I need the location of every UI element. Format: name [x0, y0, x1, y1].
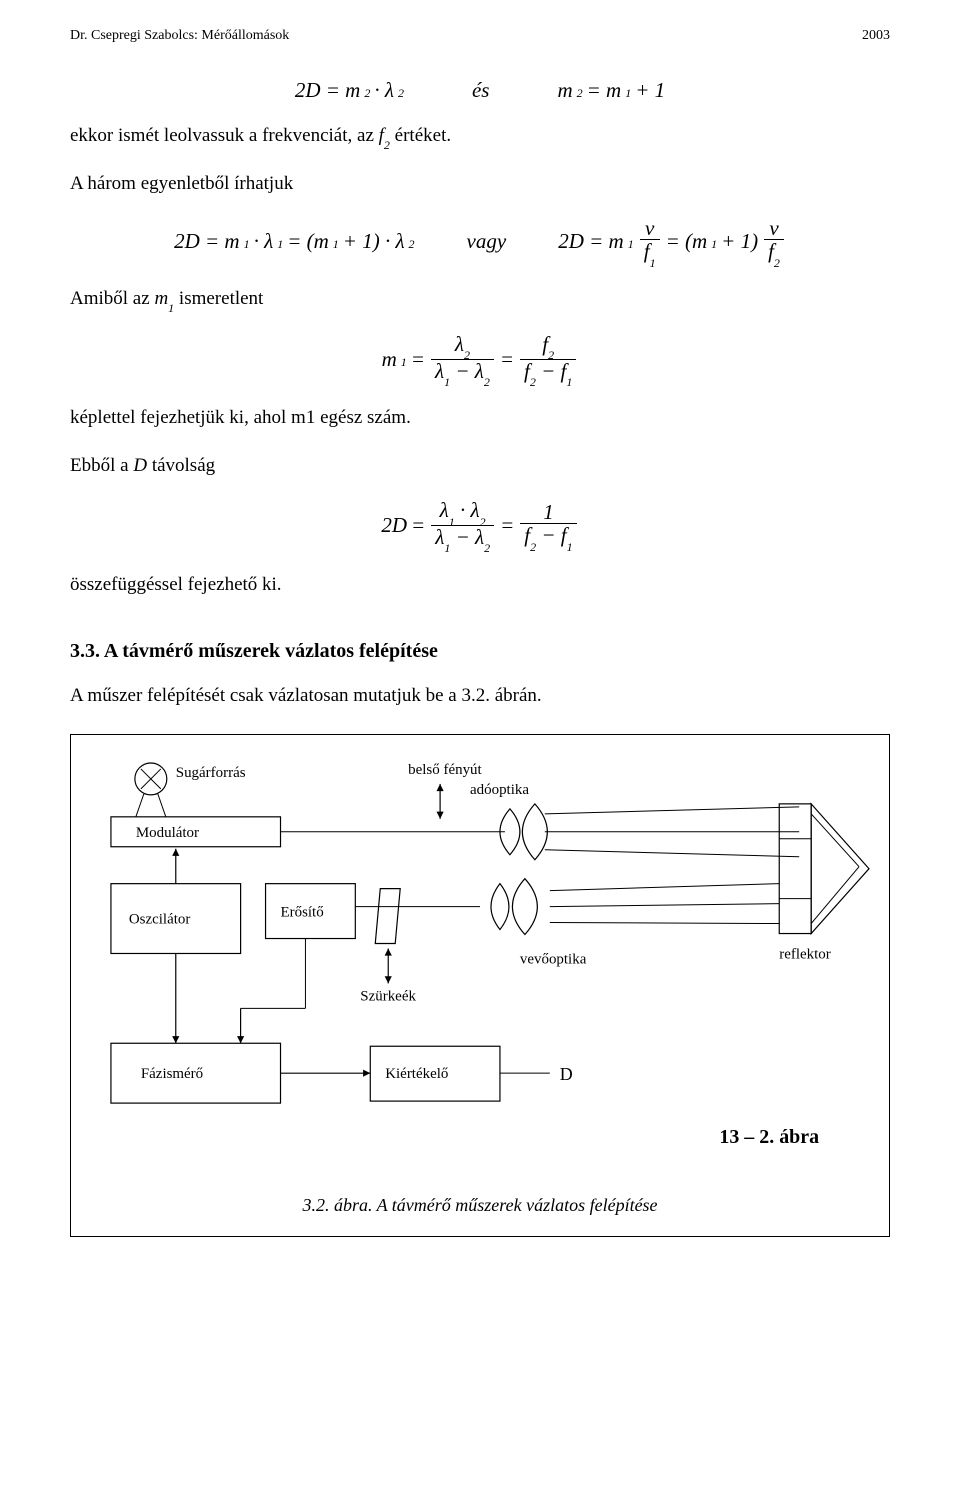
header-right: 2003: [862, 28, 890, 44]
header-left: Dr. Csepregi Szabolcs: Mérőállomások: [70, 28, 289, 44]
label-reflektor: reflektor: [779, 947, 830, 963]
label-modulator: Modulátor: [136, 825, 199, 841]
paragraph-7: A műszer felépítését csak vázlatosan mut…: [70, 682, 890, 711]
equation-m1: m1 = λ2 λ1 − λ2 = f2 f2 − f1: [382, 333, 579, 386]
paragraph-3: Amiből az m1 ismeretlent: [70, 285, 890, 314]
label-oszcilator: Oszcilátor: [129, 912, 190, 928]
paragraph-2: A három egyenletből írhatjuk: [70, 170, 890, 199]
section-3-3-title: 3.3. A távmérő műszerek vázlatos felépít…: [70, 640, 890, 663]
paragraph-5: Ebből a D távolság: [70, 452, 890, 481]
label-abra: 13 – 2. ábra: [719, 1126, 819, 1148]
paragraph-6: összefüggéssel fejezhető ki.: [70, 571, 890, 600]
paragraph-1: ekkor ismét leolvassuk a frekvenciát, az…: [70, 122, 890, 151]
figure-caption: 3.2. ábra. A távmérő műszerek vázlatos f…: [81, 1195, 879, 1216]
label-D: D: [560, 1064, 573, 1084]
equation-top: 2D = m2 · λ2 és m2 = m1 + 1: [295, 78, 665, 103]
diagram-svg: Sugárforrás Modulátor belső fényút adóop…: [81, 749, 879, 1168]
figure-3-2: Sugárforrás Modulátor belső fényút adóop…: [70, 734, 890, 1237]
equation-2d: 2D = λ1 · λ2 λ1 − λ2 = 1 f2 − f1: [381, 499, 578, 552]
label-adooptika: adóoptika: [470, 782, 529, 798]
label-szurkeek: Szürkeék: [360, 988, 416, 1004]
equation-middle: 2D = m1 · λ1 = (m1 + 1) · λ2 vagy 2D = m…: [174, 217, 786, 266]
label-fazismero: Fázismérő: [141, 1066, 203, 1082]
label-kiertekelo: Kiértékelő: [385, 1066, 448, 1082]
label-belso-fenyut: belső fényút: [408, 762, 482, 778]
label-vevooptika: vevőoptika: [520, 952, 587, 968]
paragraph-4: képlettel fejezhetjük ki, ahol m1 egész …: [70, 404, 890, 433]
label-erosito: Erősítő: [281, 905, 324, 921]
label-sugarforras: Sugárforrás: [176, 765, 246, 781]
